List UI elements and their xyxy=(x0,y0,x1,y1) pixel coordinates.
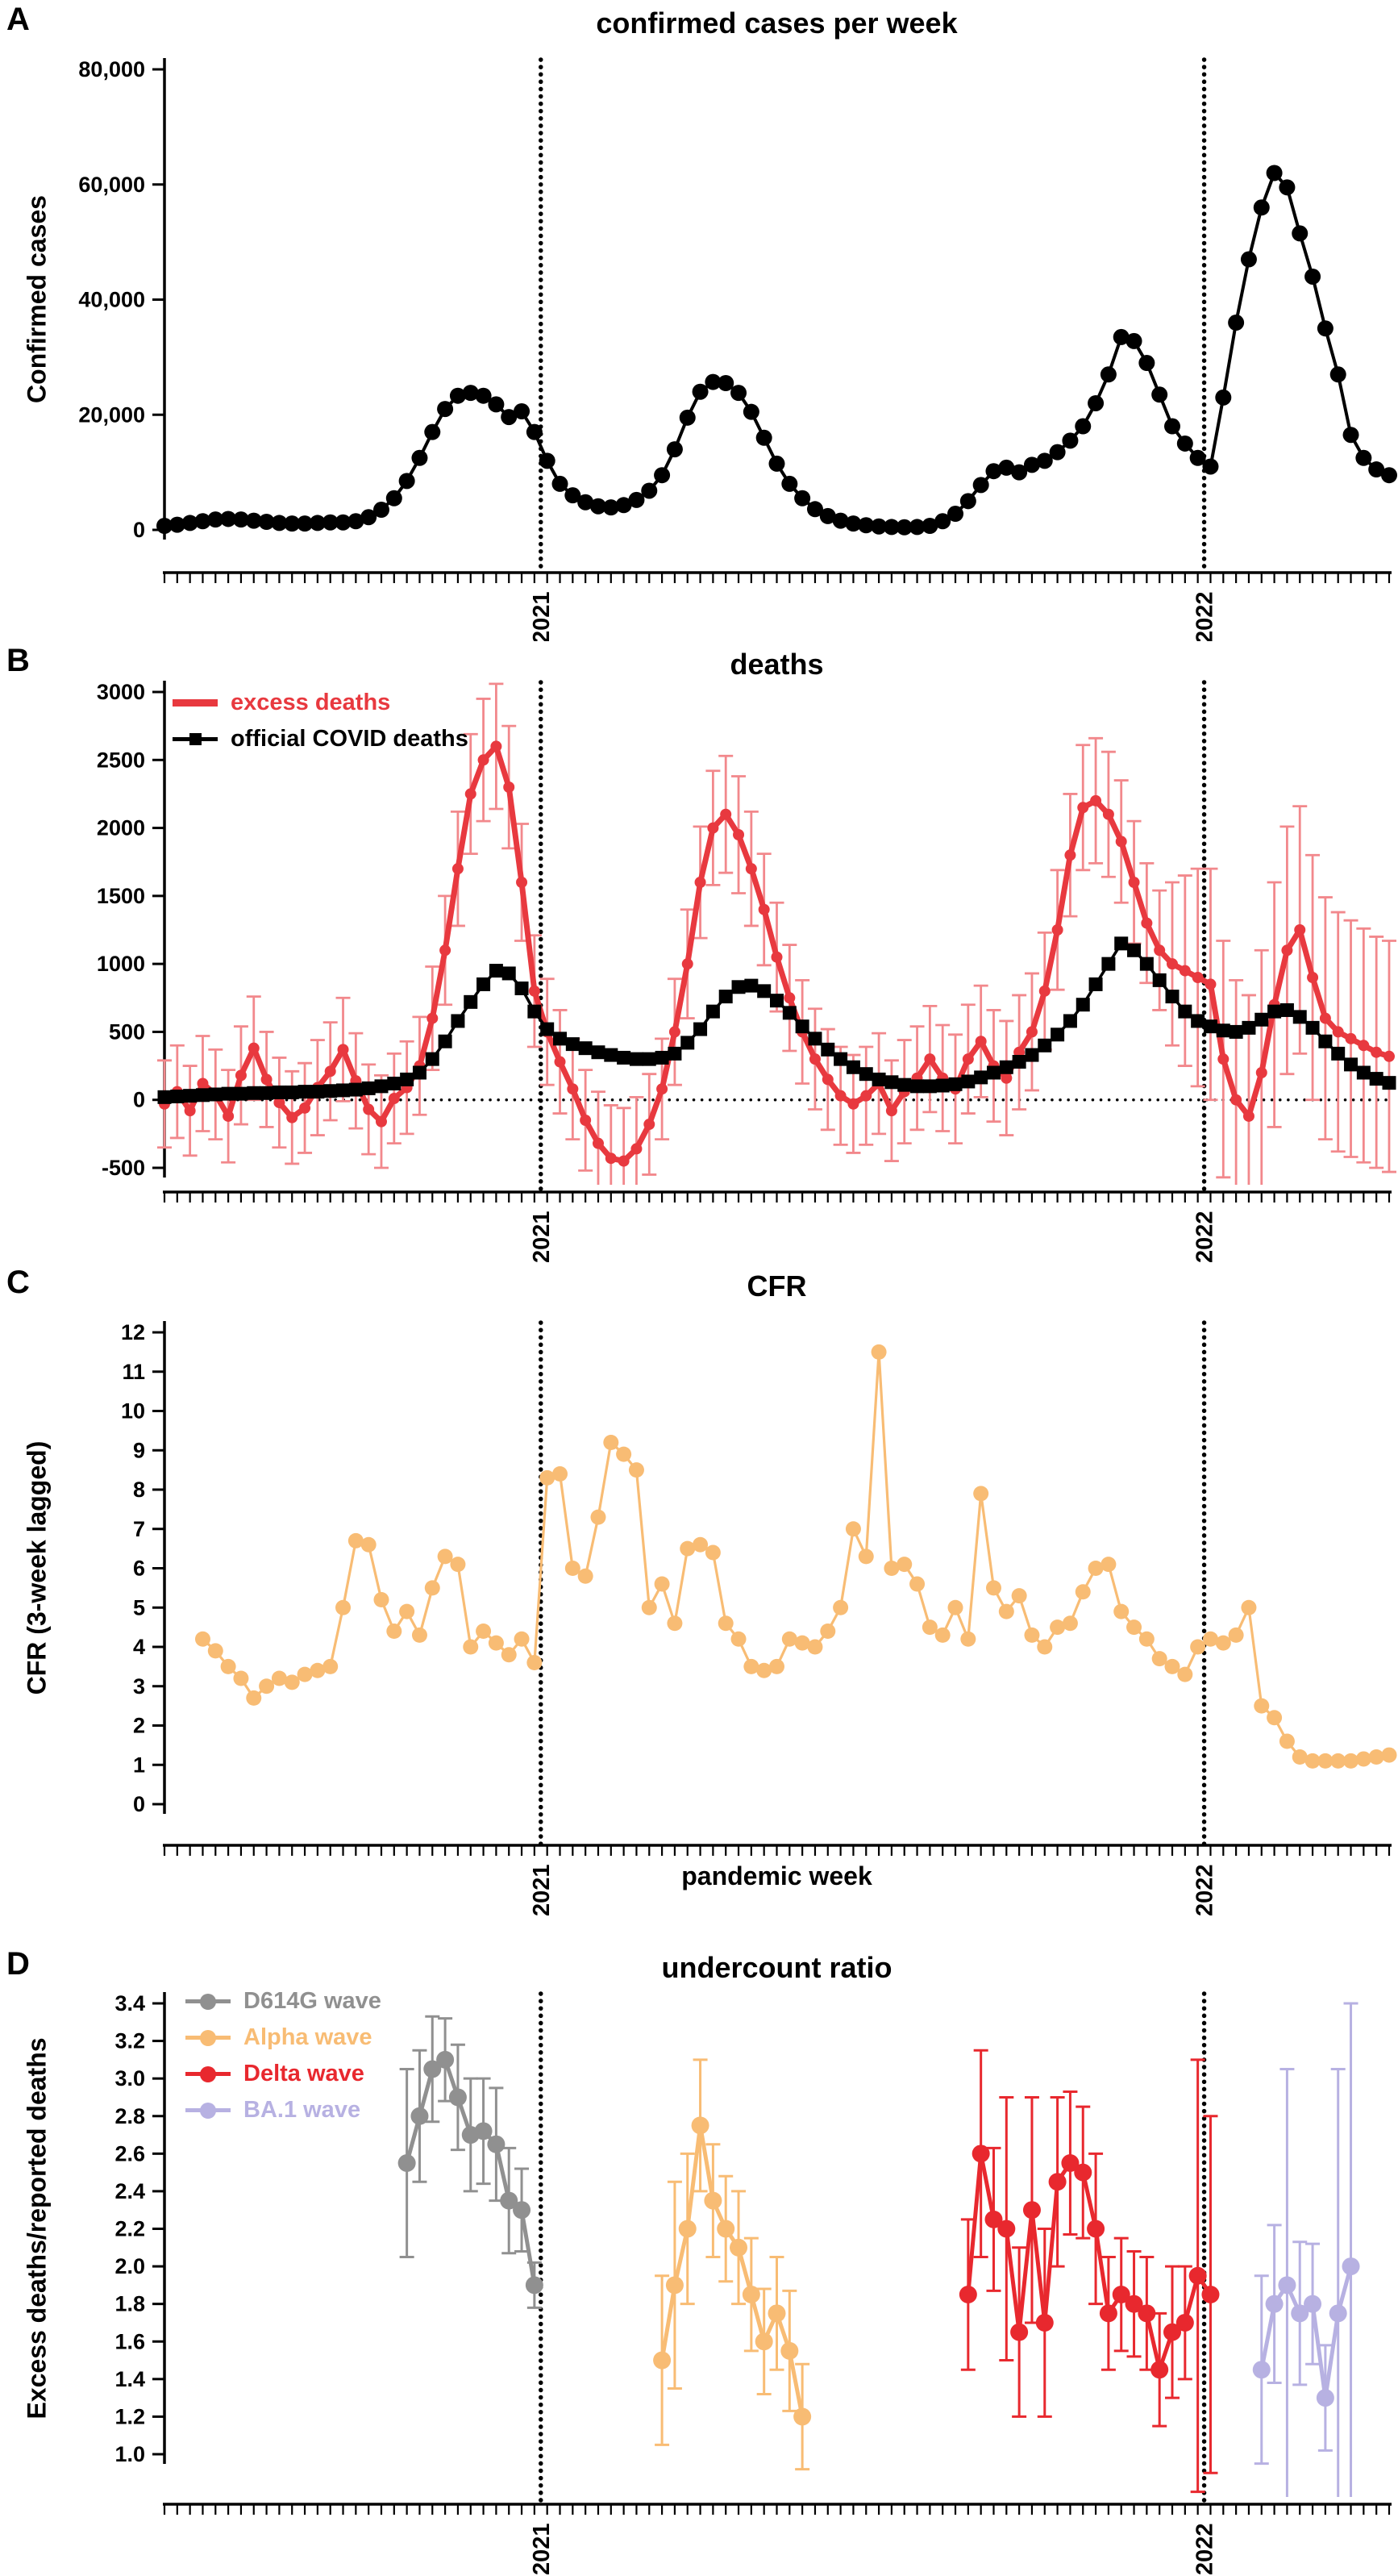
legend-item-delta-wave: Delta wave xyxy=(185,2056,381,2092)
svg-text:-500: -500 xyxy=(102,1156,145,1180)
svg-text:3: 3 xyxy=(133,1674,145,1699)
panel-d-undercount-ratio: 1.0 1.2 1.4 1.6 1.8 2.0 2.2 2.4 2.6 2.8 3.0 3.2 3.4 2… xyxy=(0,1945,1398,2576)
svg-text:1000: 1000 xyxy=(97,952,145,976)
legend-item-d614g-wave: D614G wave xyxy=(185,1983,381,2020)
panel-d-chart: 1.0 1.2 1.4 1.6 1.8 2.0 2.2 2.4 2.6 2.8 3.0 3.2 3.4 2… xyxy=(114,1991,1392,2575)
legend-item-alpha-wave: Alpha wave xyxy=(185,2020,381,2056)
legend-label-ba1-wave: BA.1 wave xyxy=(243,2097,361,2123)
svg-text:2022: 2022 xyxy=(1192,1211,1218,1263)
svg-text:2.8: 2.8 xyxy=(114,2104,145,2128)
svg-text:4: 4 xyxy=(133,1635,145,1659)
svg-text:2021: 2021 xyxy=(529,1864,555,1916)
delta-wave-swatch xyxy=(185,2065,231,2083)
svg-text:6: 6 xyxy=(133,1557,145,1581)
legend-label-official-covid-deaths: official COVID deaths xyxy=(231,726,468,752)
panel-b-deaths: -500 0 500 1000 1500 2000 2500 3000 2021 2022 B d… xyxy=(0,641,1398,1263)
legend-item-ba1-wave: BA.1 wave xyxy=(185,2092,381,2128)
svg-text:2022: 2022 xyxy=(1192,591,1218,641)
svg-text:2000: 2000 xyxy=(97,816,145,840)
svg-text:2022: 2022 xyxy=(1192,2523,1218,2575)
svg-text:60,000: 60,000 xyxy=(78,173,145,197)
svg-text:12: 12 xyxy=(121,1320,145,1344)
panel-c-y-axis-label: CFR (3-week lagged) xyxy=(22,1440,52,1695)
alpha-wave-swatch xyxy=(185,2029,231,2047)
svg-text:0: 0 xyxy=(133,518,145,542)
panel-b-letter: B xyxy=(6,643,30,678)
svg-text:0: 0 xyxy=(133,1792,145,1816)
panel-a-y-axis-label: Confirmed cases xyxy=(22,195,52,403)
svg-text:40,000: 40,000 xyxy=(78,288,145,312)
svg-text:1.2: 1.2 xyxy=(114,2404,145,2428)
panel-d-legend: D614G wave Alpha wave Delta wave BA.1 wa… xyxy=(185,1983,381,2128)
legend-item-official-covid-deaths: official COVID deaths xyxy=(173,721,468,757)
svg-text:9: 9 xyxy=(133,1438,145,1462)
panel-d-y-axis-label: Excess deaths/reported deaths xyxy=(22,2037,52,2420)
svg-text:500: 500 xyxy=(109,1019,145,1044)
panel-a-chart: 0 20,000 40,000 60,000 80,000 2021 2022 xyxy=(78,57,1397,641)
svg-text:10: 10 xyxy=(121,1399,145,1423)
official-deaths-square-swatch xyxy=(173,731,218,748)
svg-text:2021: 2021 xyxy=(529,2523,555,2575)
svg-text:2021: 2021 xyxy=(529,591,555,641)
svg-text:2021: 2021 xyxy=(529,1211,555,1263)
panel-d-letter: D xyxy=(6,1946,30,1982)
panel-c-letter: C xyxy=(6,1265,30,1300)
svg-text:1: 1 xyxy=(133,1753,145,1777)
svg-text:2.0: 2.0 xyxy=(114,2254,145,2278)
svg-text:2.2: 2.2 xyxy=(114,2217,145,2241)
panel-a-title: confirmed cases per week xyxy=(596,6,958,40)
svg-text:1.0: 1.0 xyxy=(114,2442,145,2466)
panel-b-title: deaths xyxy=(730,648,824,681)
x-axis-label: pandemic week xyxy=(681,1861,872,1890)
svg-text:2500: 2500 xyxy=(97,748,145,772)
svg-text:3.2: 3.2 xyxy=(114,2029,145,2053)
svg-text:2022: 2022 xyxy=(1192,1864,1218,1916)
svg-text:8: 8 xyxy=(133,1478,145,1502)
svg-text:1.6: 1.6 xyxy=(114,2329,145,2353)
panel-a-letter: A xyxy=(6,2,30,37)
svg-text:1.4: 1.4 xyxy=(114,2367,145,2391)
svg-text:0: 0 xyxy=(133,1088,145,1112)
excess-deaths-line-swatch xyxy=(173,694,218,712)
legend-label-d614g-wave: D614G wave xyxy=(243,1988,381,2014)
panel-d-title: undercount ratio xyxy=(661,1951,892,1984)
svg-text:2.4: 2.4 xyxy=(114,2179,145,2203)
svg-text:80,000: 80,000 xyxy=(78,57,145,81)
legend-item-excess-deaths: excess deaths xyxy=(173,685,468,721)
panel-a-confirmed-cases: 0 20,000 40,000 60,000 80,000 2021 2022 A conf… xyxy=(0,0,1398,641)
svg-text:3000: 3000 xyxy=(97,680,145,704)
svg-text:1500: 1500 xyxy=(97,884,145,908)
svg-text:5: 5 xyxy=(133,1595,145,1619)
svg-text:2.6: 2.6 xyxy=(114,2141,145,2165)
svg-text:11: 11 xyxy=(122,1360,145,1384)
svg-text:3.4: 3.4 xyxy=(114,1991,145,2015)
svg-text:1.8: 1.8 xyxy=(114,2292,145,2316)
svg-text:3.0: 3.0 xyxy=(114,2066,145,2090)
panel-c-cfr: 0 1 2 3 4 5 6 7 8 9 10 11 12 2021 2022 C CFR CFR (3-we… xyxy=(0,1263,1398,1945)
legend-label-excess-deaths: excess deaths xyxy=(231,690,391,715)
legend-label-delta-wave: Delta wave xyxy=(243,2061,364,2086)
d614g-wave-swatch xyxy=(185,1993,231,2011)
panel-c-title: CFR xyxy=(747,1269,807,1303)
panel-b-chart: -500 0 500 1000 1500 2000 2500 3000 2021 2022 xyxy=(97,680,1396,1263)
panel-b-legend: excess deaths official COVID deaths xyxy=(173,685,468,757)
svg-text:20,000: 20,000 xyxy=(78,402,145,427)
svg-text:2: 2 xyxy=(133,1714,145,1738)
ba1-wave-swatch xyxy=(185,2102,231,2120)
legend-label-alpha-wave: Alpha wave xyxy=(243,2024,372,2050)
svg-text:7: 7 xyxy=(133,1517,145,1541)
